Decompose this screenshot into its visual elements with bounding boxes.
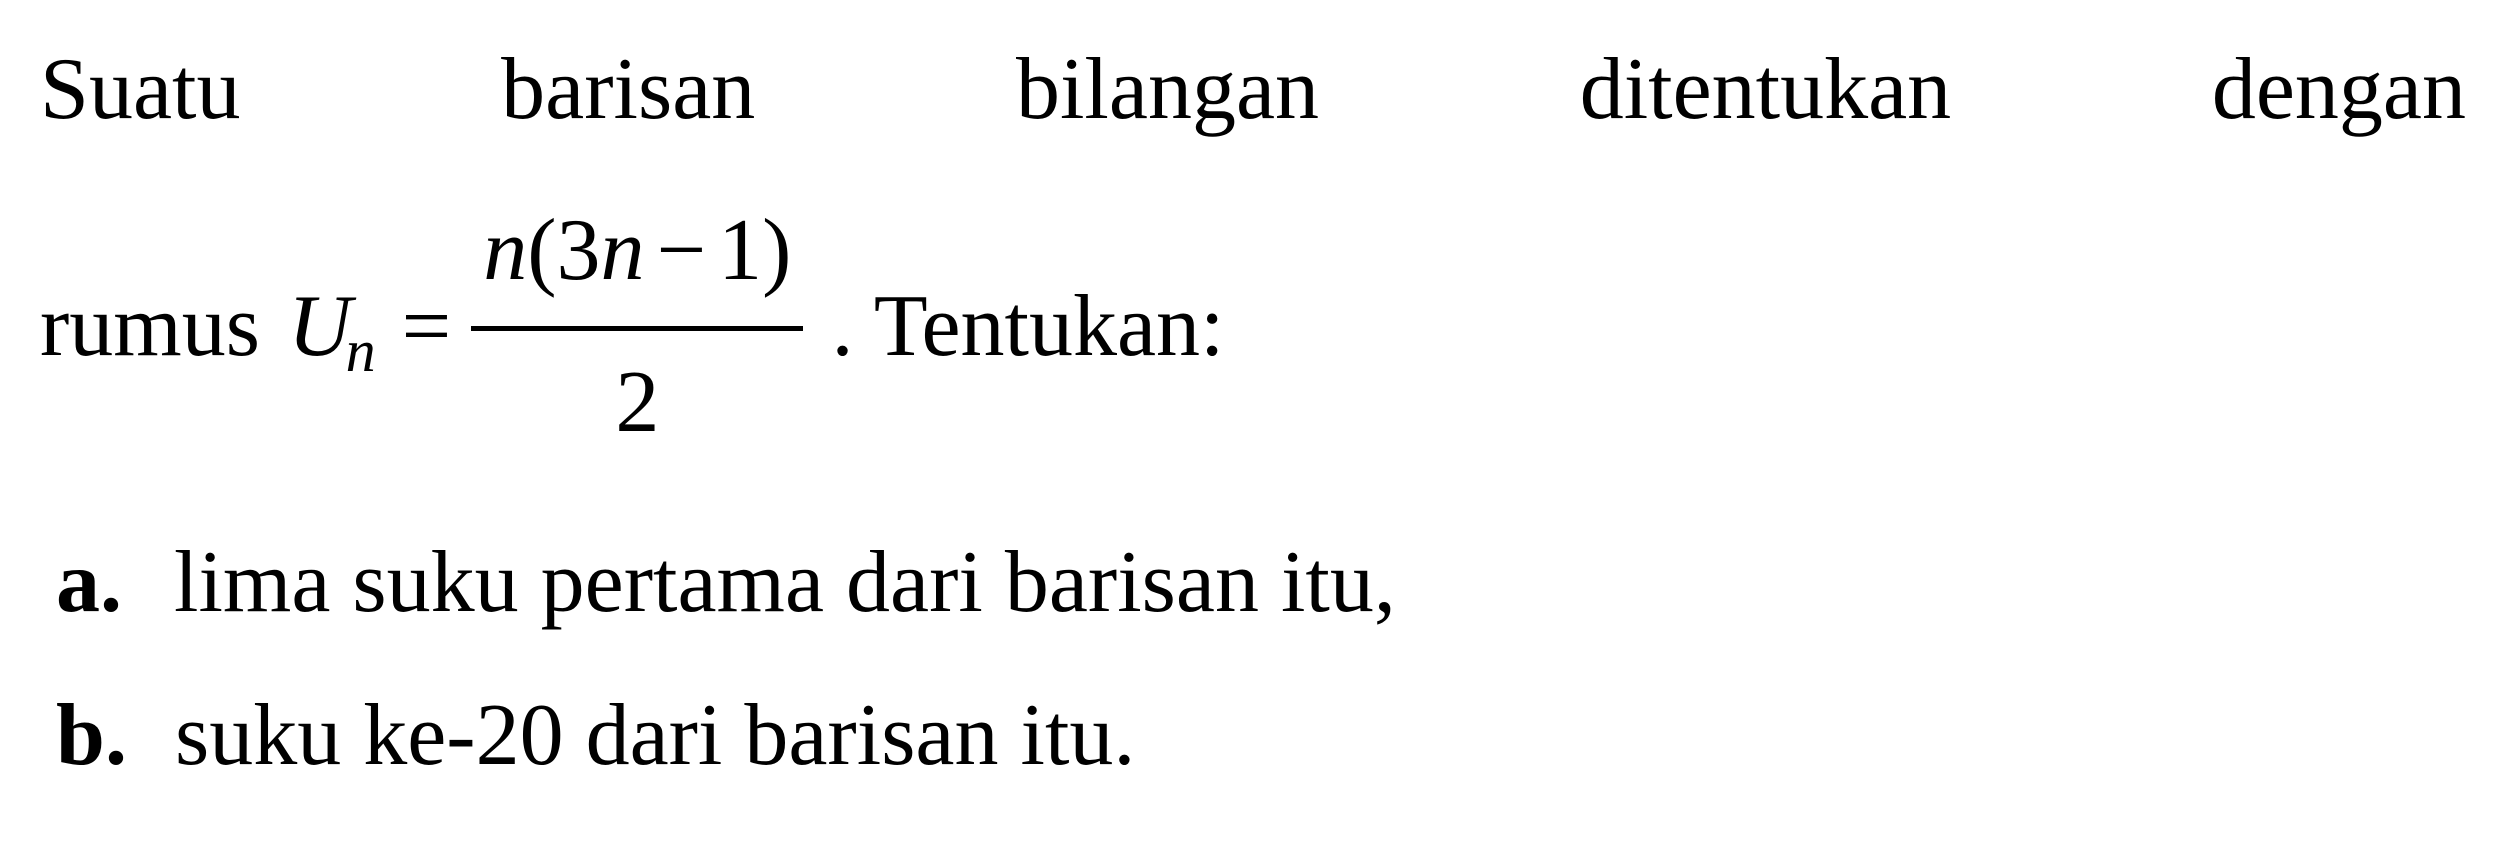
intro-word-1: Suatu bbox=[40, 20, 240, 161]
list-item-a: a. lima suku pertama dari barisan itu, bbox=[56, 513, 2466, 654]
list-text-a: lima suku pertama dari barisan itu, bbox=[174, 513, 2466, 654]
formula-lhs-sub: n bbox=[346, 303, 376, 399]
num-rparen: ) bbox=[762, 202, 791, 299]
list-item-b: b. suku ke-20 dari barisan itu. bbox=[56, 666, 2466, 807]
rumus-label: rumus bbox=[40, 257, 260, 398]
formula-line: rumus Un = n(3n−1) 2 . Tentukan: bbox=[40, 181, 2466, 474]
num-coef: 3 bbox=[557, 202, 601, 299]
list-label-a: a. bbox=[56, 513, 126, 654]
list-text-b: suku ke-20 dari barisan itu. bbox=[175, 666, 2466, 807]
formula-equals: = bbox=[402, 257, 452, 398]
num-n1: n bbox=[483, 202, 527, 299]
formula-numerator: n(3n−1) bbox=[471, 181, 803, 331]
tentukan-label: . Tentukan: bbox=[831, 257, 1224, 398]
intro-word-4: ditentukan bbox=[1580, 20, 1951, 161]
intro-word-5: dengan bbox=[2212, 20, 2466, 161]
num-minus: − bbox=[657, 202, 707, 299]
formula: Un = n(3n−1) 2 bbox=[288, 181, 803, 474]
formula-fraction: n(3n−1) 2 bbox=[471, 181, 803, 474]
formula-denominator: 2 bbox=[615, 331, 659, 474]
intro-word-3: bilangan bbox=[1016, 20, 1319, 161]
intro-line-1: Suatu barisan bilangan ditentukan dengan bbox=[40, 20, 2466, 161]
num-lparen: ( bbox=[527, 202, 556, 299]
num-n2: n bbox=[601, 202, 645, 299]
intro-word-2: barisan bbox=[501, 20, 755, 161]
problem-text: Suatu barisan bilangan ditentukan dengan… bbox=[40, 20, 2466, 807]
list-label-b: b. bbox=[56, 666, 127, 807]
formula-lhs-var: U bbox=[288, 257, 352, 398]
num-const: 1 bbox=[718, 202, 762, 299]
